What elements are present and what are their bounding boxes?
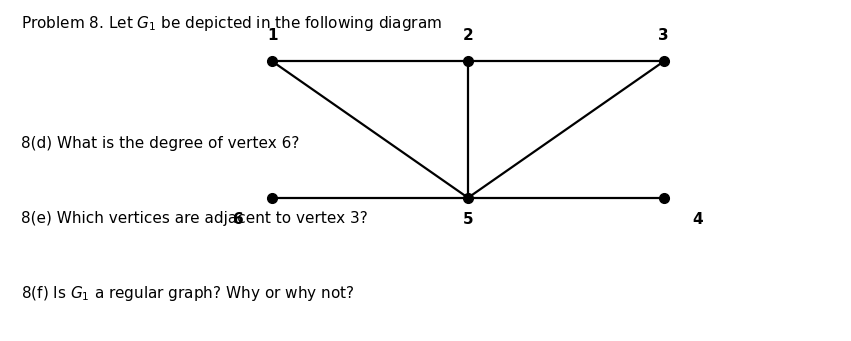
Text: Problem 8. Let $G_1$ be depicted in the following diagram: Problem 8. Let $G_1$ be depicted in the … [21,14,443,33]
Text: 2: 2 [463,28,473,43]
Text: 8(f) Is $G_1$ a regular graph? Why or why not?: 8(f) Is $G_1$ a regular graph? Why or wh… [21,284,355,303]
Text: 8(e) Which vertices are adjacent to vertex 3?: 8(e) Which vertices are adjacent to vert… [21,211,368,226]
Text: 3: 3 [659,28,669,43]
Text: 5: 5 [463,212,473,227]
Text: 6: 6 [233,212,243,227]
Text: 4: 4 [693,212,703,227]
Text: 1: 1 [267,28,277,43]
Text: 8(d) What is the degree of vertex 6?: 8(d) What is the degree of vertex 6? [21,136,300,151]
